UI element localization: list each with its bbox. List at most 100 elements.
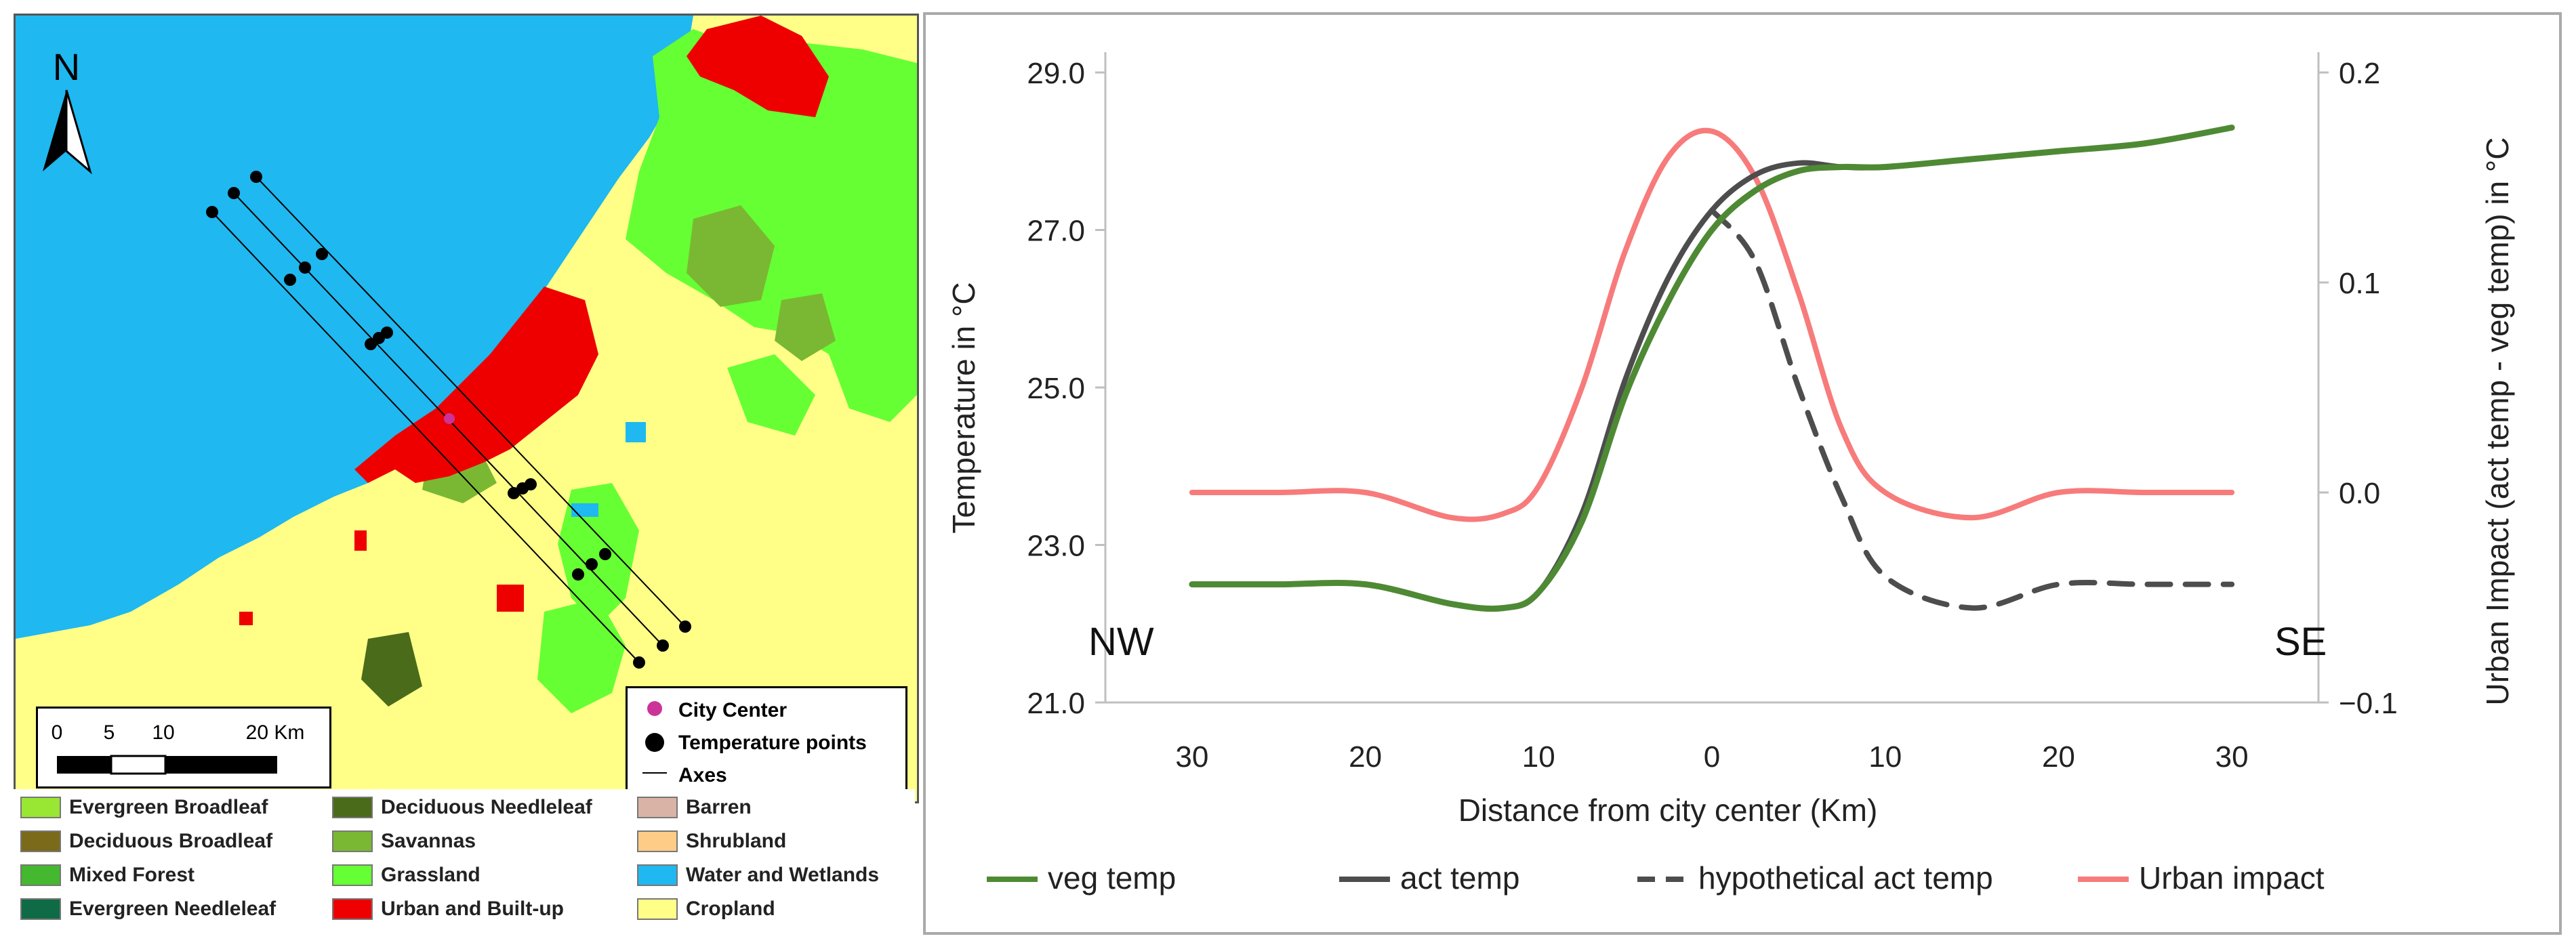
x-axis-label: Distance from city center (Km): [1458, 793, 1878, 828]
legend-label: Evergreen Broadleaf: [69, 796, 268, 818]
legend-item: Urban and Built-up: [332, 898, 564, 921]
legend-label: Evergreen Needleleaf: [69, 898, 277, 920]
map-legend-label: Axes: [678, 764, 727, 786]
grassland-area: [558, 483, 639, 625]
y-axis-label-right: Urban Impact (act temp - veg temp) in °C: [2480, 137, 2515, 705]
scale-tick-label: 10: [152, 721, 174, 744]
chart-canvas: 21.0 23.0 25.0 27.0 29.0 −0.1 0.0 0.1 0.2 30 20 10 0…: [946, 52, 2515, 896]
legend-label: Deciduous Needleleaf: [381, 796, 592, 818]
swatch: [637, 898, 678, 920]
landcover-map: N 0 5 10 20 Km City Center Temperature p…: [14, 14, 919, 803]
series-line-hypothetical-act-temp: [1709, 207, 2235, 611]
urban-area: [354, 530, 367, 551]
urban-area: [239, 612, 253, 625]
scale-tick-label: 0: [52, 721, 63, 744]
y-tick-label-left: 27.0: [1027, 215, 1085, 248]
north-arrow-icon: [43, 89, 92, 175]
x-tick-label: 10: [1868, 740, 1902, 774]
direction-label-left: NW: [1088, 620, 1154, 664]
x-tick-label: 30: [2215, 740, 2249, 774]
map-legend: City Center Temperature points Axes: [626, 686, 907, 792]
x-tick-label: 10: [1522, 740, 1555, 774]
x-tick-label: 0: [1704, 740, 1720, 774]
swatch: [332, 864, 373, 886]
legend-item: Grassland: [332, 864, 481, 887]
legend-label: Barren: [686, 796, 752, 818]
water-patch: [626, 422, 646, 442]
direction-label-right: SE: [2274, 620, 2327, 664]
swatch: [20, 797, 61, 818]
swatch: [637, 797, 678, 818]
swatch: [20, 898, 61, 920]
legend-label: Urban and Built-up: [381, 898, 564, 920]
legend-label: Cropland: [686, 898, 775, 920]
city-center-marker: [444, 413, 455, 424]
legend-item: Savannas: [332, 830, 476, 853]
legend-item: Deciduous Broadleaf: [20, 830, 272, 853]
y-tick-label-right: −0.1: [2339, 687, 2398, 720]
y-tick-label-left: 23.0: [1027, 530, 1085, 563]
swatch: [332, 830, 373, 852]
water-patch: [571, 503, 598, 517]
dot-icon: [645, 733, 664, 752]
urban-area: [687, 16, 829, 117]
y-axis-label-left: Temperature in °C: [946, 282, 981, 533]
scale-tick-label: 5: [104, 721, 115, 744]
scale-bar: 0 5 10 20 Km: [36, 707, 331, 788]
water-area: [16, 16, 693, 639]
y-tick-label-left: 25.0: [1027, 372, 1085, 405]
savanna-area: [361, 632, 422, 707]
map-legend-label: City Center: [678, 699, 787, 721]
x-tick-label: 20: [2042, 740, 2075, 774]
y-tick-label-right: 0.2: [2339, 57, 2380, 90]
legend-item: Shrubland: [637, 830, 786, 853]
dot-icon: [647, 701, 662, 716]
swatch: [332, 898, 373, 920]
legend-item: Cropland: [637, 898, 775, 921]
legend-label: veg temp: [1048, 860, 1176, 896]
urban-area: [354, 287, 598, 483]
legend-label: Grassland: [381, 864, 481, 886]
y-tick-label-left: 29.0: [1027, 57, 1085, 90]
legend-item: Evergreen Needleleaf: [20, 898, 276, 921]
legend-item: Mixed Forest: [20, 864, 195, 887]
series-line-act-temp: [1189, 125, 2235, 612]
legend-item: Deciduous Needleleaf: [332, 796, 592, 819]
grassland-area: [537, 598, 626, 713]
swatch: [20, 830, 61, 852]
grassland-area: [727, 354, 815, 436]
series-line-Urban-impact: [1189, 127, 2235, 522]
swatch: [20, 864, 61, 886]
scale-tick-label: 20 Km: [246, 721, 305, 744]
savanna-area: [775, 293, 836, 361]
map-canvas: N: [16, 16, 917, 713]
legend-label: Shrubland: [686, 830, 787, 852]
swatch: [637, 830, 678, 852]
savanna-area: [687, 205, 775, 307]
legend-label: Deciduous Broadleaf: [69, 830, 273, 852]
map-legend-label: Temperature points: [678, 732, 867, 754]
swatch: [332, 797, 373, 818]
legend-label: act temp: [1400, 860, 1519, 896]
chart-legend: veg temp act temp hypothetical act temp Urb…: [987, 860, 2325, 896]
legend-label: hypothetical act temp: [1698, 860, 1993, 896]
temperature-profile-chart: 21.0 23.0 25.0 27.0 29.0 −0.1 0.0 0.1 0.2 30 20 10 0…: [923, 12, 2562, 935]
legend-item: Evergreen Broadleaf: [20, 796, 268, 819]
legend-item: Water and Wetlands: [637, 864, 879, 887]
y-tick-label-right: 0.0: [2339, 477, 2380, 510]
swatch: [637, 864, 678, 886]
legend-label: Urban impact: [2139, 860, 2325, 896]
series-line-veg-temp: [1189, 124, 2235, 612]
legend-label: Mixed Forest: [69, 864, 195, 886]
x-tick-label: 20: [1349, 740, 1382, 774]
urban-area: [497, 585, 524, 612]
y-tick-label-left: 21.0: [1027, 687, 1085, 720]
north-label: N: [53, 45, 80, 88]
x-tick-label: 30: [1175, 740, 1208, 774]
legend-label: Water and Wetlands: [686, 864, 880, 886]
legend-item: Barren: [637, 796, 752, 819]
legend-label: Savannas: [381, 830, 476, 852]
temperature-points: [206, 171, 691, 669]
landcover-legend: Evergreen Broadleaf Deciduous Broadleaf …: [14, 789, 915, 935]
y-tick-label-right: 0.1: [2339, 267, 2380, 300]
